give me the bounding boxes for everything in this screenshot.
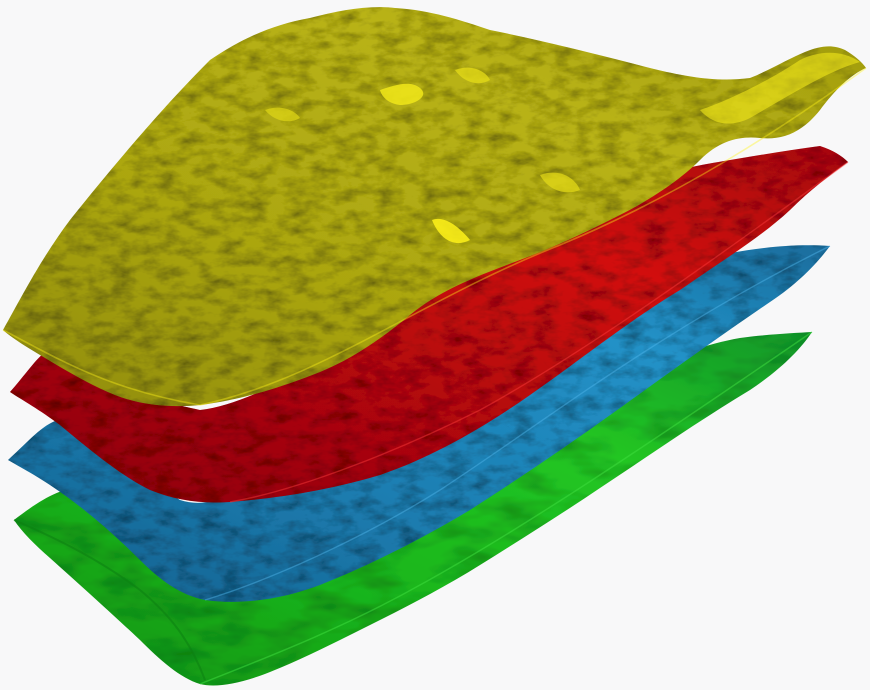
red-surface [10,146,849,503]
yellow-surface [2,7,867,407]
